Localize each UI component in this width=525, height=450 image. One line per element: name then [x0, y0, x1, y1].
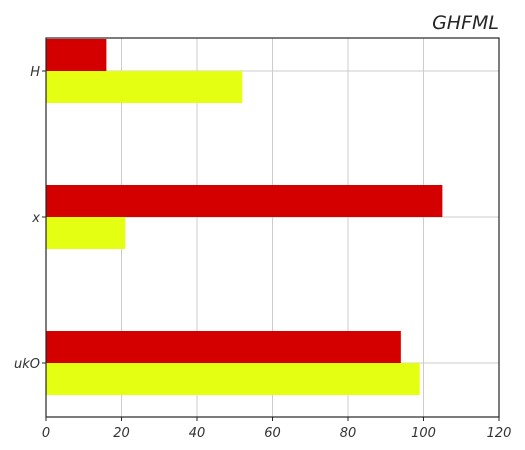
x-tick-label-100: 100 — [411, 426, 436, 441]
x-tick-label-60: 60 — [264, 426, 281, 441]
bar-x-series-2 — [46, 217, 126, 249]
bar-H-series-2 — [46, 71, 243, 103]
y-axis-ticks: Hx ukO — [14, 65, 46, 372]
y-tick-label-H: H — [30, 65, 40, 80]
x-tick-label-0: 0 — [42, 426, 50, 441]
bar-x-series-1 — [46, 185, 443, 217]
bar-H-series-1 — [46, 39, 107, 71]
bar-ukO-series-1 — [46, 331, 401, 363]
x-tick-label-40: 40 — [189, 426, 206, 441]
x-tick-label-80: 80 — [340, 426, 357, 441]
bar-ukO-series-2 — [46, 363, 420, 395]
x-axis-ticks: 0 20 40 60 80 100 120 — [42, 417, 512, 441]
x-tick-label-20: 20 — [113, 426, 130, 441]
bars — [46, 39, 443, 395]
x-tick-label-120: 120 — [487, 426, 512, 441]
y-tick-label-x: x — [31, 211, 40, 226]
chart-title: GHFML — [432, 12, 499, 34]
y-tick-label-ukO: ukO — [14, 357, 40, 372]
